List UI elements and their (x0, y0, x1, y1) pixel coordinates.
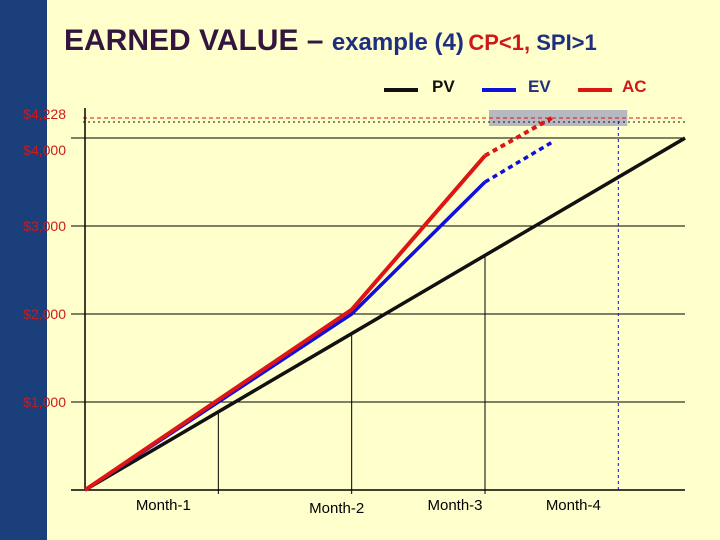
legend-label-pv: PV (432, 77, 455, 96)
series-ev-line (84, 180, 487, 492)
x-tick-label: Month-2 (309, 500, 365, 517)
title-part2: example (4) (331, 29, 464, 56)
x-tick-label: Month-3 (427, 497, 483, 514)
legend-label-ev: EV (528, 77, 551, 96)
legend-swatch-ev (482, 88, 516, 92)
series-ev-dashed (484, 140, 553, 184)
series-pv-line (84, 136, 686, 492)
y-tick-label: $4,228 (23, 106, 66, 122)
page-title: EARNED VALUE – example (4) CP<1, SPI>1 (64, 24, 597, 58)
legend-swatch-ac (578, 88, 612, 92)
x-tick-label: Month-4 (545, 497, 601, 514)
series-ac-dashed (484, 116, 553, 158)
legend-swatch-pv (384, 88, 418, 92)
y-tick-label: $2,000 (23, 306, 66, 323)
title-part3: CP<1, (468, 30, 537, 55)
highlight-band (489, 110, 628, 126)
legend-label-ac: AC (622, 77, 647, 96)
x-tick-label: Month-1 (135, 497, 191, 514)
series-ac-line (83, 154, 487, 492)
y-tick-label: $4,000 (23, 142, 66, 159)
sidebar-bar (0, 0, 47, 540)
title-dash: – (298, 24, 332, 57)
y-tick-label: $1,000 (23, 394, 66, 410)
y-tick-label: $3,000 (23, 218, 66, 235)
title-part4: SPI>1 (536, 30, 597, 55)
title-part1: EARNED VALUE (64, 24, 299, 57)
